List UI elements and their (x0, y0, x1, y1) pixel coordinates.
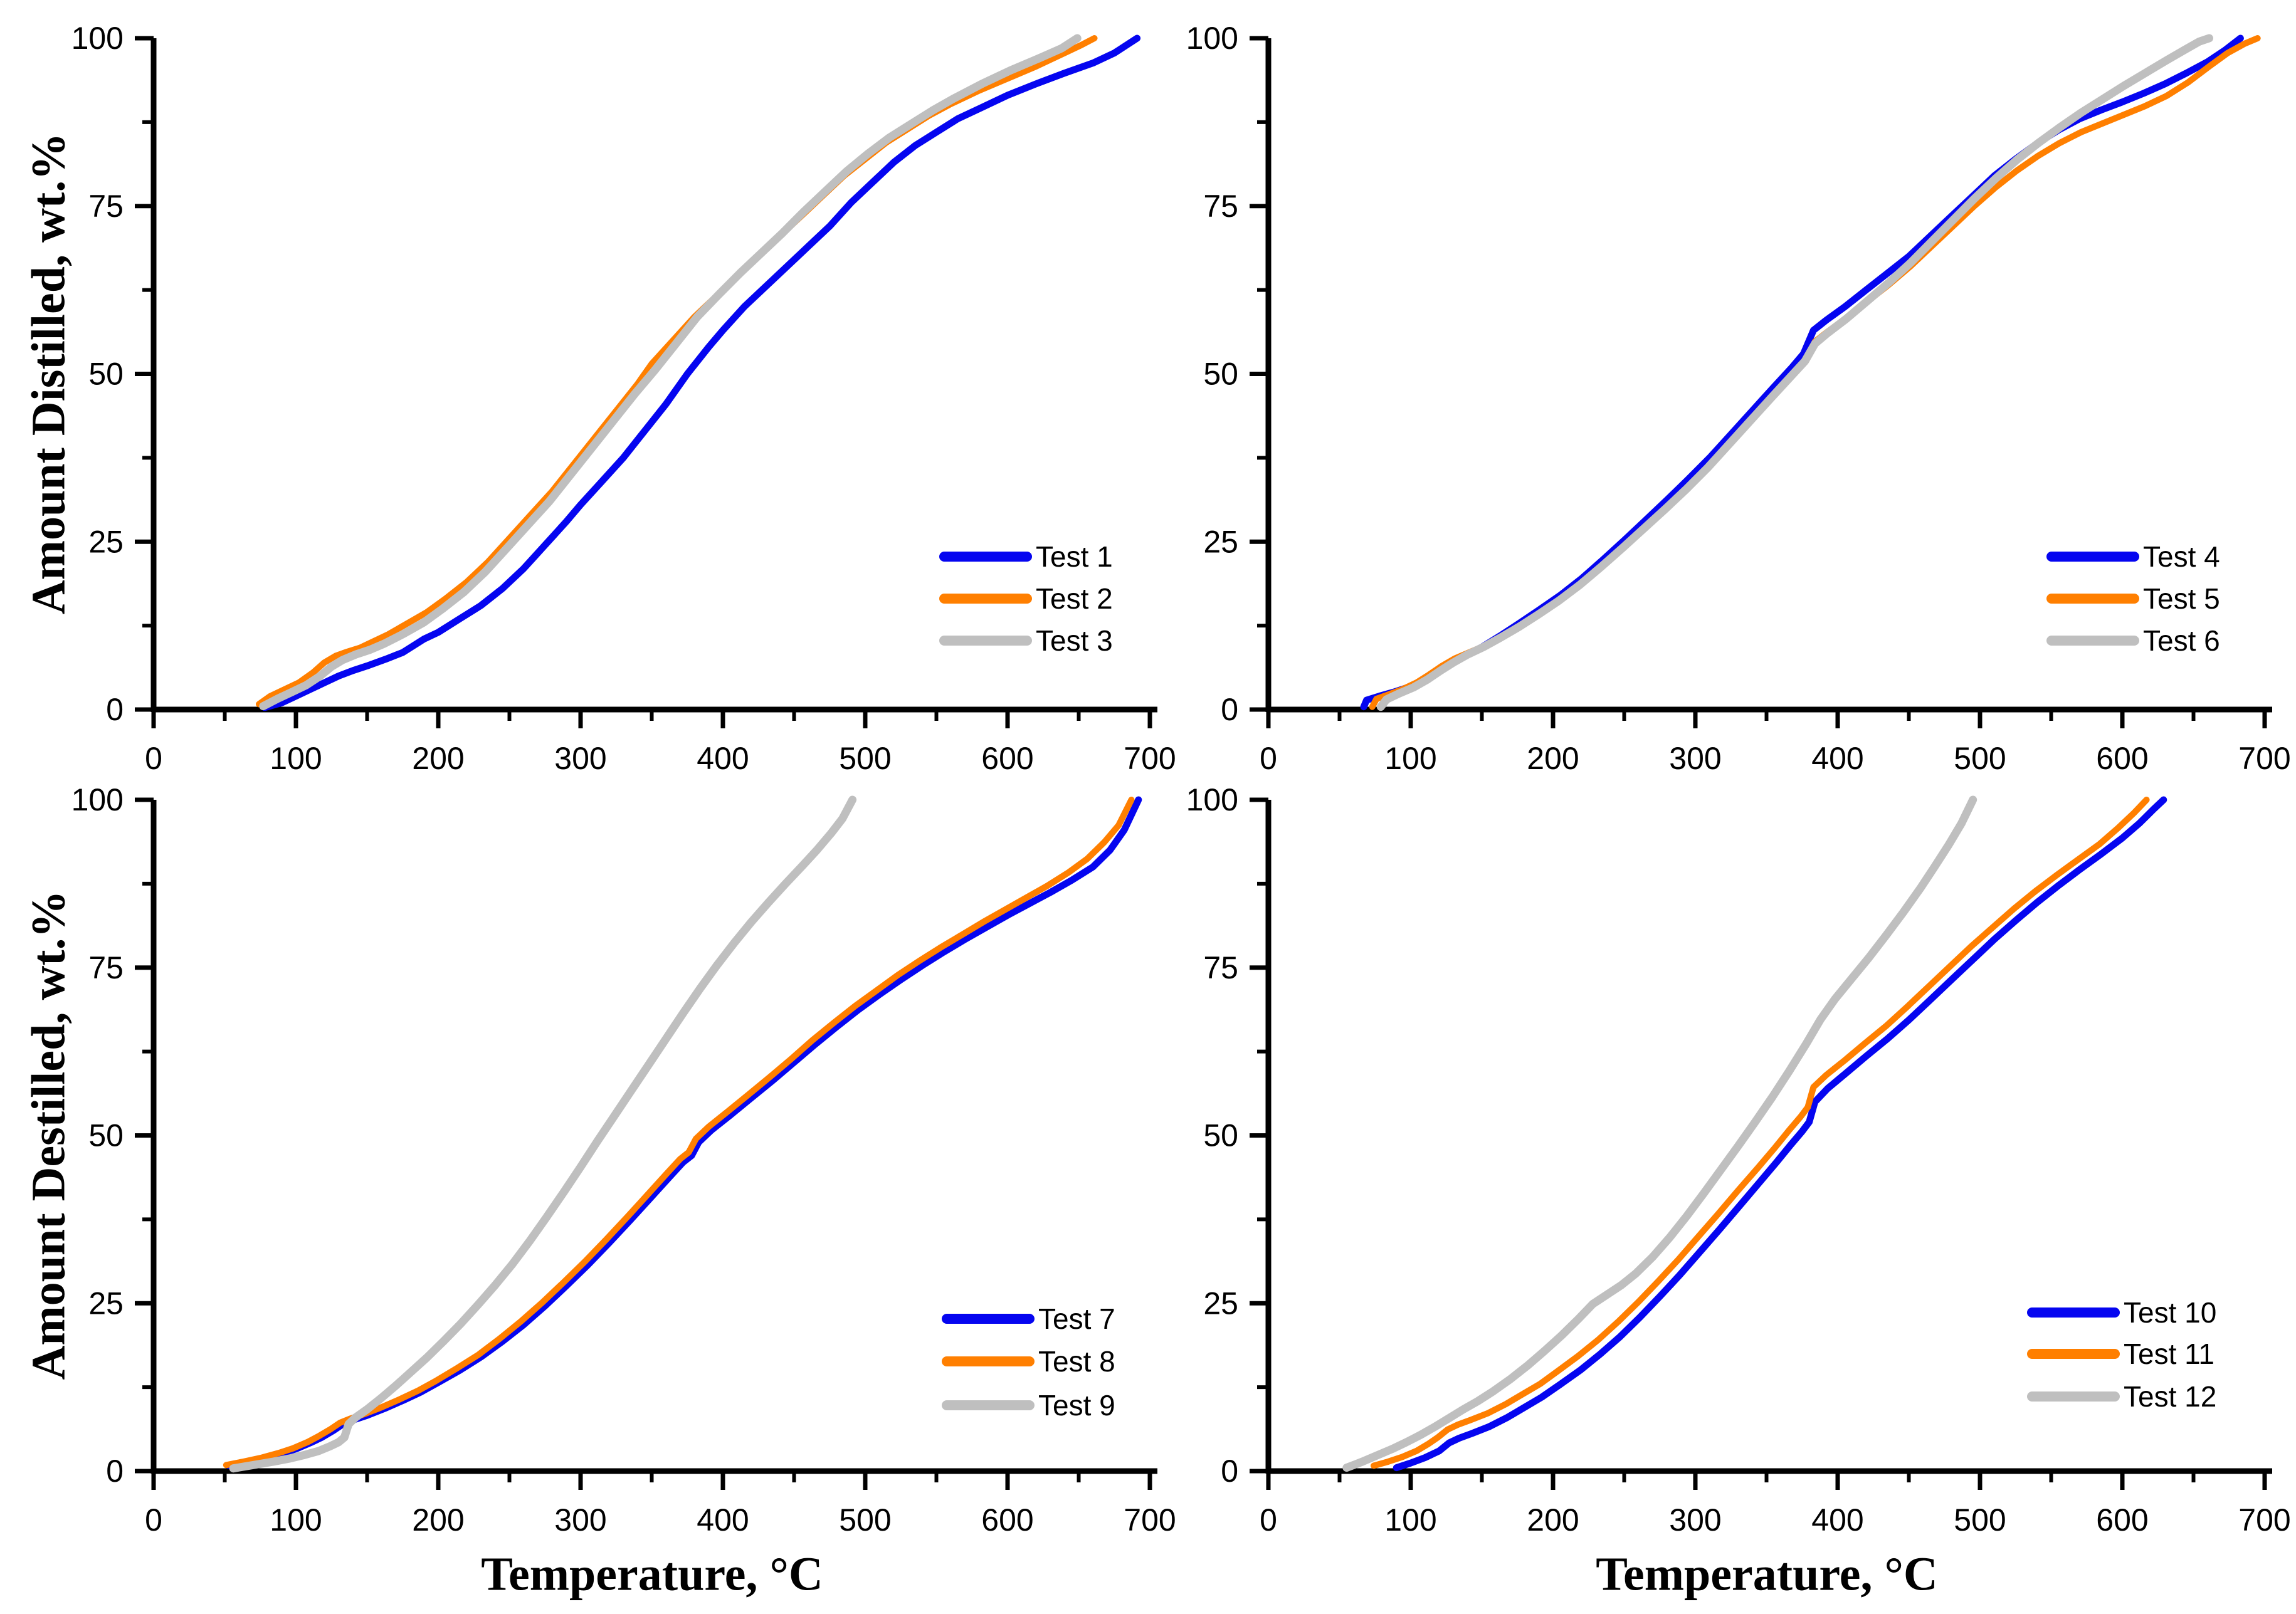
y-tick-label: 0 (106, 1454, 124, 1489)
y-tick-label: 50 (88, 357, 124, 392)
legend-label-test-10: Test 10 (2124, 1296, 2216, 1329)
y-tick-label: 25 (88, 524, 124, 559)
legend-label-test-6: Test 6 (2143, 624, 2220, 657)
legend-label-test-3: Test 3 (1036, 624, 1113, 657)
x-tick-label: 700 (1124, 741, 1176, 776)
y-tick-label: 25 (1203, 1286, 1238, 1321)
x-axis-title-bottom-right: Temperature, °C (1596, 1548, 1938, 1601)
legend-label-test-8: Test 8 (1038, 1345, 1115, 1378)
y-tick-label: 0 (1221, 1454, 1238, 1489)
chart-top-left: 0 100 200 300 400 500 600 700 0 25 50 75 100 Test 1 Te… (71, 21, 1176, 776)
x-tick-label: 400 (1811, 741, 1863, 776)
legend-label-test-4: Test 4 (2143, 540, 2220, 573)
x-tick-label: 600 (2096, 741, 2148, 776)
x-tick-label: 200 (412, 741, 464, 776)
y-tick-label: 75 (1203, 189, 1238, 224)
y-axis-title-top-left: Amount Distilled, wt.% (22, 132, 75, 615)
y-tick-label: 75 (88, 189, 124, 224)
y-tick-label: 0 (106, 692, 124, 727)
x-tick-label: 100 (1384, 1502, 1436, 1538)
series-line-test-12 (1342, 795, 1977, 1472)
x-tick-label: 600 (2096, 1502, 2148, 1538)
y-tick-label: 75 (88, 950, 124, 985)
x-tick-label: 100 (270, 741, 322, 776)
x-tick-label: 600 (981, 741, 1033, 776)
series-line-test-4 (1360, 34, 2244, 711)
x-tick-label: 400 (697, 741, 749, 776)
series-line-test-10 (1393, 796, 2167, 1472)
y-tick-label: 50 (1203, 357, 1238, 392)
x-tick-label: 500 (1954, 741, 2006, 776)
y-tick-label: 25 (1203, 524, 1238, 559)
series-line-test-1 (261, 34, 1141, 711)
x-tick-label: 0 (145, 741, 162, 776)
series-line-test-6 (1376, 34, 2213, 711)
x-tick-label: 0 (145, 1502, 162, 1538)
y-tick-label: 50 (88, 1118, 124, 1153)
legend-label-test-5: Test 5 (2143, 582, 2220, 615)
series-line-test-8 (223, 797, 1135, 1469)
y-tick-label: 100 (1186, 782, 1238, 817)
y-tick-label: 75 (1203, 950, 1238, 985)
series-line-test-5 (1369, 35, 2261, 710)
series-line-test-2 (256, 35, 1098, 708)
x-tick-label: 100 (270, 1502, 322, 1538)
x-axis-title-bottom-left: Temperature, °C (481, 1548, 823, 1601)
y-tick-label: 0 (1221, 692, 1238, 727)
y-tick-label: 50 (1203, 1118, 1238, 1153)
chart-bottom-right: 0 100 200 300 400 500 600 700 0 25 50 75 100 Test 10 T… (1186, 782, 2291, 1538)
legend-label-test-7: Test 7 (1038, 1302, 1115, 1335)
x-tick-label: 100 (1384, 741, 1436, 776)
x-tick-label: 500 (1954, 1502, 2006, 1538)
y-tick-label: 100 (71, 782, 124, 817)
legend-label-test-2: Test 2 (1036, 582, 1113, 615)
x-tick-label: 300 (1669, 741, 1721, 776)
legend-label-test-11: Test 11 (2124, 1338, 2214, 1370)
x-tick-label: 200 (1527, 741, 1579, 776)
y-tick-label: 25 (88, 1286, 124, 1321)
x-tick-label: 700 (2238, 1502, 2290, 1538)
x-tick-label: 300 (1669, 1502, 1721, 1538)
chart-bottom-left: 0 100 200 300 400 500 600 700 0 25 50 75 100 Test 7 Te… (71, 782, 1176, 1538)
x-tick-label: 0 (1260, 741, 1277, 776)
x-tick-label: 300 (554, 741, 606, 776)
y-tick-label: 100 (71, 21, 124, 56)
legend-label-test-9: Test 9 (1038, 1389, 1115, 1422)
x-tick-label: 700 (1124, 1502, 1176, 1538)
x-tick-label: 400 (697, 1502, 749, 1538)
x-tick-label: 400 (1811, 1502, 1863, 1538)
x-tick-label: 0 (1260, 1502, 1277, 1538)
series-line-test-11 (1371, 797, 2150, 1469)
x-tick-label: 200 (1527, 1502, 1579, 1538)
y-axis-title-bottom-left: Amount Destilled, wt.% (22, 890, 75, 1380)
series-line-test-9 (229, 795, 857, 1473)
legend-label-test-12: Test 12 (2124, 1380, 2216, 1413)
legend-label-test-1: Test 1 (1036, 540, 1113, 573)
series-line-test-3 (259, 34, 1082, 711)
x-tick-label: 200 (412, 1502, 464, 1538)
x-tick-label: 500 (839, 1502, 891, 1538)
y-tick-label: 100 (1186, 21, 1238, 56)
x-tick-label: 300 (554, 1502, 606, 1538)
chart-top-right: 0 100 200 300 400 500 600 700 0 25 50 75 100 Test 4 Te… (1186, 21, 2291, 776)
x-tick-label: 700 (2238, 741, 2290, 776)
x-tick-label: 600 (981, 1502, 1033, 1538)
x-tick-label: 500 (839, 741, 891, 776)
